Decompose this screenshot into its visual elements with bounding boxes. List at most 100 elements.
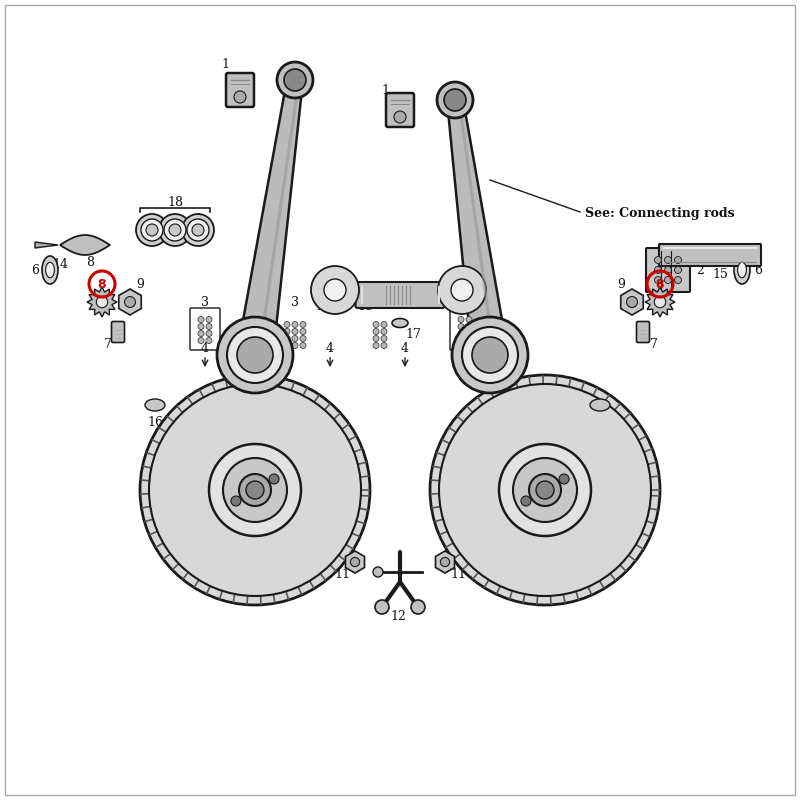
Text: 9: 9 xyxy=(617,278,625,290)
Polygon shape xyxy=(87,287,117,317)
Ellipse shape xyxy=(373,322,379,327)
Polygon shape xyxy=(458,99,495,354)
Circle shape xyxy=(439,384,651,596)
Circle shape xyxy=(182,214,214,246)
Circle shape xyxy=(472,337,508,373)
Ellipse shape xyxy=(42,256,58,284)
Circle shape xyxy=(311,266,359,314)
Text: 10: 10 xyxy=(466,301,482,314)
Ellipse shape xyxy=(373,329,379,334)
Circle shape xyxy=(665,266,671,274)
Circle shape xyxy=(438,266,486,314)
Circle shape xyxy=(231,496,241,506)
Text: 17: 17 xyxy=(405,329,421,342)
Text: 13: 13 xyxy=(357,299,373,313)
FancyBboxPatch shape xyxy=(637,322,650,342)
Circle shape xyxy=(223,458,287,522)
Circle shape xyxy=(430,375,660,605)
Text: 16: 16 xyxy=(605,415,621,429)
Ellipse shape xyxy=(292,342,298,349)
Text: 4: 4 xyxy=(326,342,334,354)
Text: 11: 11 xyxy=(334,569,350,582)
Circle shape xyxy=(277,62,313,98)
Circle shape xyxy=(654,266,662,274)
Ellipse shape xyxy=(198,338,204,343)
Text: 16: 16 xyxy=(147,415,163,429)
Text: 9: 9 xyxy=(136,278,144,290)
Circle shape xyxy=(665,257,671,263)
Text: 3: 3 xyxy=(461,297,469,310)
Circle shape xyxy=(654,296,666,308)
Circle shape xyxy=(146,224,158,236)
Polygon shape xyxy=(621,289,643,315)
Ellipse shape xyxy=(458,338,464,343)
Text: 2: 2 xyxy=(696,263,704,277)
Ellipse shape xyxy=(284,329,290,334)
Circle shape xyxy=(324,279,346,301)
Polygon shape xyxy=(237,79,303,358)
FancyBboxPatch shape xyxy=(386,93,414,127)
Text: 1: 1 xyxy=(381,83,389,97)
Circle shape xyxy=(529,474,561,506)
Ellipse shape xyxy=(292,322,298,327)
Ellipse shape xyxy=(284,322,290,327)
Circle shape xyxy=(140,375,370,605)
Circle shape xyxy=(536,481,554,499)
Circle shape xyxy=(350,558,360,566)
Circle shape xyxy=(164,219,186,241)
FancyBboxPatch shape xyxy=(355,282,445,308)
Circle shape xyxy=(394,111,406,123)
Ellipse shape xyxy=(590,399,610,411)
Ellipse shape xyxy=(466,317,472,322)
Polygon shape xyxy=(447,99,508,358)
Text: 8: 8 xyxy=(656,278,664,290)
Text: 3: 3 xyxy=(376,297,384,310)
Circle shape xyxy=(209,444,301,536)
Text: 8: 8 xyxy=(86,255,94,269)
Polygon shape xyxy=(258,80,301,356)
Circle shape xyxy=(125,297,135,307)
Circle shape xyxy=(239,474,271,506)
Circle shape xyxy=(237,337,273,373)
Ellipse shape xyxy=(284,342,290,349)
Circle shape xyxy=(440,558,450,566)
Ellipse shape xyxy=(392,318,408,327)
Circle shape xyxy=(96,296,108,308)
Ellipse shape xyxy=(198,323,204,330)
Ellipse shape xyxy=(46,262,54,278)
Text: See: Connecting rods: See: Connecting rods xyxy=(585,207,734,221)
Circle shape xyxy=(437,82,473,118)
Ellipse shape xyxy=(300,322,306,327)
Circle shape xyxy=(462,327,518,383)
Ellipse shape xyxy=(206,323,212,330)
Circle shape xyxy=(217,317,293,393)
Ellipse shape xyxy=(466,323,472,330)
Ellipse shape xyxy=(734,256,750,284)
Text: 4: 4 xyxy=(401,342,409,354)
Polygon shape xyxy=(435,551,454,573)
Circle shape xyxy=(375,600,389,614)
FancyBboxPatch shape xyxy=(226,73,254,107)
Circle shape xyxy=(192,224,204,236)
Circle shape xyxy=(559,474,569,484)
Text: 1: 1 xyxy=(221,58,229,71)
Circle shape xyxy=(187,219,209,241)
Polygon shape xyxy=(645,287,675,317)
Circle shape xyxy=(169,224,181,236)
Circle shape xyxy=(654,257,662,263)
Ellipse shape xyxy=(458,323,464,330)
Text: 14: 14 xyxy=(52,258,68,271)
Text: 3: 3 xyxy=(291,297,299,310)
Ellipse shape xyxy=(300,342,306,349)
Ellipse shape xyxy=(381,322,387,327)
Circle shape xyxy=(674,277,682,283)
FancyBboxPatch shape xyxy=(111,322,125,342)
Ellipse shape xyxy=(381,342,387,349)
Circle shape xyxy=(284,69,306,91)
Circle shape xyxy=(269,474,279,484)
Ellipse shape xyxy=(206,330,212,337)
Ellipse shape xyxy=(145,399,165,411)
Circle shape xyxy=(373,567,383,577)
Ellipse shape xyxy=(458,317,464,322)
Circle shape xyxy=(159,214,191,246)
